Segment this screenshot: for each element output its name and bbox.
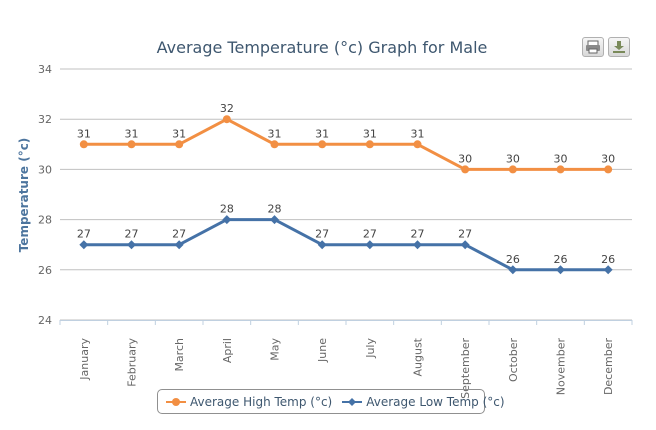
data-point	[460, 240, 470, 250]
data-point	[127, 140, 136, 149]
data-point	[413, 140, 422, 149]
data-label: 31	[315, 127, 329, 140]
data-point	[175, 140, 184, 149]
data-label: 30	[458, 152, 472, 165]
data-label: 27	[363, 228, 377, 241]
chart-title: Average Temperature (°c) Graph for Male	[157, 38, 488, 57]
x-tick-label: August	[412, 337, 425, 376]
data-point	[604, 165, 613, 174]
y-tick-label: 26	[38, 264, 52, 277]
data-label: 27	[172, 228, 186, 241]
axes: 24 26 28 30 32 34 January February March April May…	[38, 63, 633, 399]
data-label: 27	[315, 228, 329, 241]
legend-item-high[interactable]: Average High Temp (°c)	[166, 395, 332, 409]
y-tick-label: 24	[38, 314, 52, 327]
legend-marker-low	[342, 397, 363, 406]
y-tick-label: 34	[38, 63, 52, 76]
x-tick-label: December	[602, 338, 615, 396]
data-label: 31	[77, 127, 91, 140]
print-button[interactable]	[582, 37, 604, 57]
legend-label-low: Average Low Temp (°c)	[366, 394, 505, 409]
data-label: 30	[506, 152, 520, 165]
data-label: 31	[363, 127, 377, 140]
y-tick-label: 28	[38, 214, 52, 227]
data-point	[461, 165, 470, 174]
x-tick-label: April	[221, 338, 234, 363]
data-point	[174, 240, 184, 250]
download-button[interactable]	[608, 37, 630, 57]
legend: Average High Temp (°c) Average Low Temp …	[157, 389, 505, 414]
y-axis-label: Temperature (°c)	[17, 138, 31, 253]
x-tick-label: March	[173, 338, 186, 372]
print-icon	[586, 40, 600, 54]
data-label: 27	[125, 228, 139, 241]
data-label: 30	[554, 152, 568, 165]
data-point	[127, 240, 136, 250]
data-label: 31	[268, 127, 282, 140]
data-label: 32	[220, 102, 234, 115]
series-layer	[79, 115, 613, 275]
data-point	[318, 140, 327, 149]
data-label: 28	[220, 203, 234, 216]
legend-label-high: Average High Temp (°c)	[190, 394, 333, 409]
data-point	[270, 215, 279, 225]
data-point	[79, 140, 88, 149]
x-tick-label: October	[507, 338, 520, 382]
data-point	[413, 240, 422, 250]
data-point	[79, 240, 89, 250]
download-icon	[613, 41, 625, 53]
x-tick-label: January	[78, 338, 91, 381]
data-label: 27	[411, 228, 425, 241]
data-labels: 31 31 31 32 31 31 31 31 30 30 30 30 27 27 27 28 28 27 27 27…	[77, 102, 615, 266]
x-tick-label: June	[316, 338, 329, 363]
y-tick-label: 30	[38, 163, 52, 176]
legend-marker-high	[166, 397, 186, 406]
data-point	[556, 265, 565, 275]
data-label: 31	[411, 127, 425, 140]
data-label: 31	[125, 127, 139, 140]
x-tick-label: July	[364, 338, 377, 359]
series-line-1	[83, 218, 609, 272]
data-label: 31	[172, 127, 186, 140]
data-label: 27	[77, 228, 91, 241]
data-point	[603, 265, 613, 275]
grid-lines	[60, 68, 632, 321]
data-label: 26	[554, 253, 568, 266]
y-tick-label: 32	[38, 113, 52, 126]
legend-item-low[interactable]: Average Low Temp (°c)	[342, 394, 505, 409]
series-line-0	[83, 117, 609, 171]
data-point	[508, 165, 517, 174]
data-label: 30	[601, 152, 615, 165]
x-tick-label: November	[555, 338, 568, 396]
data-label: 26	[506, 253, 520, 266]
x-tick-label: February	[126, 338, 139, 387]
data-label: 27	[458, 228, 472, 241]
data-point	[270, 140, 279, 149]
x-tick-label: May	[269, 338, 282, 361]
data-point	[508, 265, 518, 275]
data-point	[222, 215, 232, 225]
data-point	[222, 115, 231, 124]
data-label: 28	[268, 203, 282, 216]
data-point	[317, 240, 327, 250]
data-point	[365, 240, 375, 250]
data-point	[556, 165, 565, 174]
data-point	[365, 140, 374, 149]
x-tick-label: September	[459, 338, 472, 399]
data-label: 26	[601, 253, 615, 266]
